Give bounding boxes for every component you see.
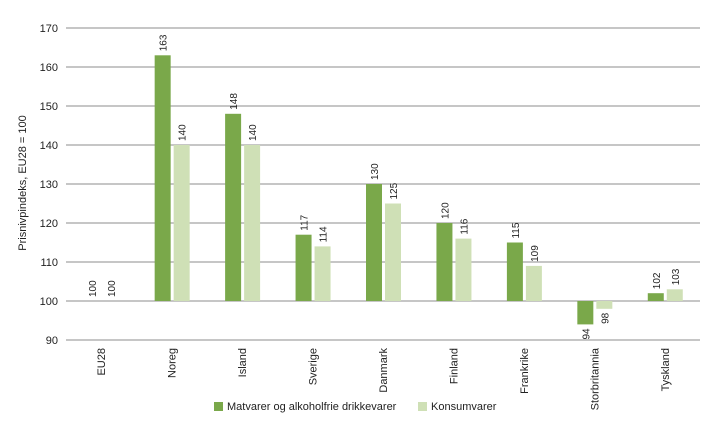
data-label: 100 xyxy=(88,280,99,297)
data-label: 120 xyxy=(440,202,451,219)
bars: 100 100 163 140 148 140 117 114 130 125 120 116 115 1… xyxy=(88,34,683,340)
legend-swatch xyxy=(418,402,427,411)
y-tick-label: 90 xyxy=(46,335,58,347)
legend-label: Konsumvarer xyxy=(431,401,497,413)
data-label: 117 xyxy=(300,214,311,230)
bar-danmark-matvarer xyxy=(366,184,382,301)
bar-frankrike-konsumvarer xyxy=(525,265,542,301)
y-tick-label: 110 xyxy=(40,257,58,269)
x-tick-label: Danmark xyxy=(378,348,390,393)
data-label: 114 xyxy=(319,226,330,242)
y-tick-label: 170 xyxy=(40,23,58,35)
x-tick-label: Storbritannia xyxy=(589,347,601,410)
y-tick-label: 120 xyxy=(40,218,58,230)
data-label: 102 xyxy=(652,272,663,289)
y-tick-label: 130 xyxy=(40,179,58,191)
data-label: 115 xyxy=(511,222,522,238)
data-label: 98 xyxy=(600,312,611,324)
y-tick-label: 160 xyxy=(40,62,58,74)
x-tick-label: Frankrike xyxy=(519,348,531,394)
x-tick-label: Noreg xyxy=(167,348,179,378)
gridlines xyxy=(66,27,700,341)
bar-frankrike-matvarer xyxy=(506,242,523,301)
bar-storbritannia-konsumvarer xyxy=(596,301,613,309)
y-tick-label: 150 xyxy=(40,101,58,113)
bar-storbritannia-matvarer xyxy=(577,301,594,325)
legend-label: Matvarer og alkoholfrie drikkevarer xyxy=(227,401,397,413)
data-label: 140 xyxy=(248,124,259,141)
x-tick-label: Sverige xyxy=(308,348,320,385)
data-label: 103 xyxy=(671,268,682,285)
data-label: 163 xyxy=(159,34,170,51)
data-label: 116 xyxy=(459,218,470,234)
bar-finland-matvarer xyxy=(436,223,453,301)
data-label: 109 xyxy=(530,245,541,262)
data-label: 125 xyxy=(389,182,400,199)
x-tick-label: Finland xyxy=(448,348,460,384)
x-tick-label: Island xyxy=(237,348,249,377)
y-axis-label: Prisnivpindeks, EU28 = 100 xyxy=(17,115,29,250)
data-label: 148 xyxy=(229,93,240,110)
bar-danmark-konsumvarer xyxy=(385,203,401,301)
legend-swatch xyxy=(214,402,223,411)
x-tick-label: Tyskland xyxy=(660,348,672,391)
y-tick-label: 100 xyxy=(40,296,58,308)
data-label: 140 xyxy=(178,124,189,141)
y-axis: 90 100 110 120 130 140 150 160 170 xyxy=(40,23,58,347)
bar-noreg-matvarer xyxy=(154,55,171,301)
data-label: 94 xyxy=(581,328,592,340)
x-tick-label: EU28 xyxy=(96,348,108,376)
bar-sverige-konsumvarer xyxy=(314,246,331,301)
bar-noreg-konsumvarer xyxy=(173,145,190,301)
bar-tyskland-konsumvarer xyxy=(666,289,683,301)
bar-island-konsumvarer xyxy=(244,145,261,301)
x-axis: EU28 Noreg Island Sverige Danmark Finland Fran… xyxy=(96,347,672,410)
data-label: 100 xyxy=(107,280,118,297)
legend: Matvarer og alkoholfrie drikkevarer Konsu… xyxy=(214,401,497,413)
bar-tyskland-matvarer xyxy=(647,293,664,301)
bar-island-matvarer xyxy=(225,113,242,301)
y-tick-label: 140 xyxy=(40,140,58,152)
bar-finland-konsumvarer xyxy=(455,238,472,301)
data-label: 130 xyxy=(370,163,381,180)
bar-sverige-matvarer xyxy=(295,234,312,301)
